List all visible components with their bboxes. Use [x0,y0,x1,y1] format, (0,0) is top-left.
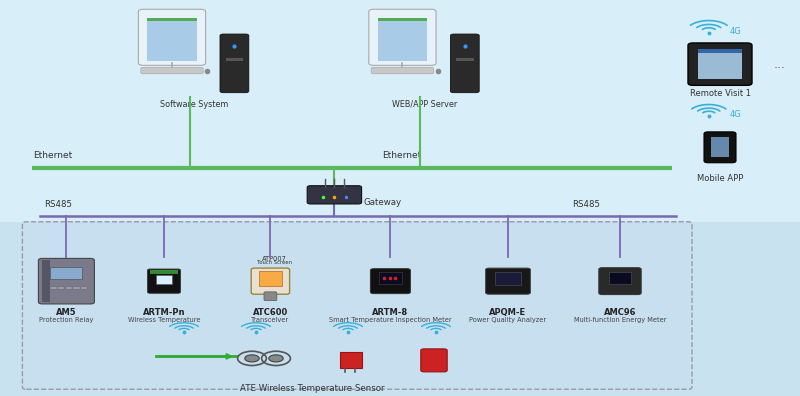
FancyBboxPatch shape [371,67,434,74]
Circle shape [269,355,283,362]
Text: Protection Relay: Protection Relay [39,317,94,323]
Text: 4G: 4G [730,27,742,36]
Bar [340,352,362,368]
Text: 4G: 4G [730,110,742,119]
Bar [226,58,243,61]
Text: Ethernet: Ethernet [34,151,73,160]
FancyBboxPatch shape [307,186,362,204]
FancyBboxPatch shape [486,268,530,294]
Text: Multi-function Energy Meter: Multi-function Energy Meter [574,317,666,323]
Text: RS485: RS485 [572,200,600,209]
Text: WEB/APP Server: WEB/APP Server [392,100,458,109]
Bar [495,272,521,285]
Bar [150,270,178,274]
Bar [0,222,800,396]
Bar [0,0,800,222]
Bar [156,275,172,284]
Bar [66,287,72,289]
Bar [147,18,197,21]
FancyBboxPatch shape [369,9,436,65]
Bar [74,287,80,289]
FancyBboxPatch shape [138,9,206,65]
Text: Gateway: Gateway [363,198,402,207]
Bar [378,18,427,21]
FancyBboxPatch shape [251,268,290,294]
Text: Mobile APP: Mobile APP [697,174,743,183]
FancyBboxPatch shape [688,43,752,86]
Text: Ethernet: Ethernet [382,151,422,160]
Bar [50,267,82,279]
Text: RS485: RS485 [44,200,72,209]
FancyBboxPatch shape [38,259,94,304]
Text: AM5: AM5 [56,308,77,317]
Text: Transceiver: Transceiver [251,317,290,323]
Bar [378,18,427,61]
Text: ...: ... [774,58,786,70]
Text: Wireless Temperature: Wireless Temperature [128,317,200,323]
Circle shape [245,355,259,362]
Bar [58,287,64,289]
Text: Smart Temperature Inspection Meter: Smart Temperature Inspection Meter [329,317,452,323]
Text: Power Quality Analyzer: Power Quality Analyzer [470,317,546,323]
Text: ARTM-8: ARTM-8 [372,308,409,317]
Bar [147,18,197,61]
Text: Software System: Software System [160,100,229,109]
Bar [42,261,50,302]
FancyBboxPatch shape [421,349,447,372]
Text: Touch Screen: Touch Screen [257,260,292,265]
Text: ARTM-Pn: ARTM-Pn [142,308,186,317]
FancyBboxPatch shape [141,67,203,74]
Bar [698,49,742,53]
Text: Remote Visit 1: Remote Visit 1 [690,89,750,99]
FancyBboxPatch shape [220,34,249,93]
FancyBboxPatch shape [264,292,277,301]
FancyBboxPatch shape [598,268,642,295]
Text: ATE Wireless Temperature Sensor: ATE Wireless Temperature Sensor [240,384,384,393]
Bar [81,287,87,289]
Bar [711,137,729,157]
Text: ATC600: ATC600 [253,308,288,317]
FancyBboxPatch shape [704,132,736,163]
Bar [379,272,402,284]
Text: ATP007: ATP007 [262,256,287,262]
FancyBboxPatch shape [147,269,181,293]
Bar [609,272,631,284]
Text: APQM-E: APQM-E [490,308,526,317]
FancyBboxPatch shape [370,269,410,294]
Bar [698,49,742,79]
Bar [259,271,282,286]
Text: AMC96: AMC96 [604,308,636,317]
FancyBboxPatch shape [22,222,692,389]
Bar [50,287,57,289]
Bar [456,58,474,61]
FancyBboxPatch shape [450,34,479,93]
